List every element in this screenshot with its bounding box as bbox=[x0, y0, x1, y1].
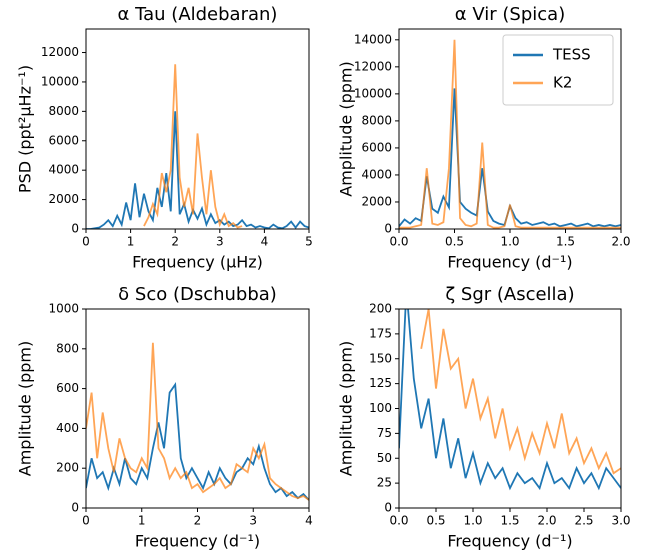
x-tick-label: 1.5 bbox=[556, 235, 575, 249]
legend-label: TESS bbox=[552, 46, 591, 64]
chart-title: α Tau (Aldebaran) bbox=[118, 4, 278, 25]
y-tick-label: 10000 bbox=[354, 86, 392, 100]
x-tick-label: 2 bbox=[194, 514, 202, 528]
y-tick-label: 4000 bbox=[48, 163, 79, 177]
x-tick-label: 1 bbox=[138, 514, 146, 528]
series-line bbox=[420, 309, 621, 475]
y-tick-label: 400 bbox=[56, 421, 79, 435]
y-tick-label: 0 bbox=[384, 501, 392, 515]
x-tick-label: 0.0 bbox=[389, 514, 408, 528]
series-line bbox=[86, 342, 309, 501]
series-line bbox=[86, 111, 309, 229]
y-tick-label: 150 bbox=[369, 351, 392, 365]
x-axis-label: Frequency (μHz) bbox=[132, 253, 263, 272]
series-line bbox=[86, 382, 309, 501]
y-tick-label: 200 bbox=[56, 461, 79, 475]
y-tick-label: 0 bbox=[384, 222, 392, 236]
y-axis-label: Amplitude (ppm) bbox=[16, 341, 35, 476]
y-tick-label: 1000 bbox=[48, 302, 79, 316]
x-tick-label: 1.5 bbox=[500, 514, 519, 528]
y-tick-label: 6000 bbox=[361, 140, 392, 154]
y-tick-label: 0 bbox=[71, 222, 79, 236]
x-tick-label: 4 bbox=[261, 235, 269, 249]
y-tick-label: 600 bbox=[56, 381, 79, 395]
y-tick-label: 800 bbox=[56, 341, 79, 355]
y-tick-label: 8000 bbox=[48, 104, 79, 118]
x-tick-label: 1.0 bbox=[500, 235, 519, 249]
x-tick-label: 3 bbox=[249, 514, 257, 528]
x-tick-label: 3.0 bbox=[611, 514, 630, 528]
series-line bbox=[399, 309, 621, 491]
y-tick-label: 2000 bbox=[361, 194, 392, 208]
x-tick-label: 4 bbox=[305, 514, 313, 528]
y-axis-label: PSD (ppt²μHz⁻¹) bbox=[16, 65, 35, 193]
x-axis-label: Frequency (d⁻¹) bbox=[135, 532, 260, 551]
x-tick-label: 2.0 bbox=[537, 514, 556, 528]
x-tick-label: 5 bbox=[305, 235, 313, 249]
y-tick-label: 200 bbox=[369, 302, 392, 316]
x-tick-label: 0 bbox=[82, 514, 90, 528]
y-tick-label: 12000 bbox=[354, 59, 392, 73]
y-tick-label: 175 bbox=[369, 326, 392, 340]
x-tick-label: 0.5 bbox=[445, 235, 464, 249]
chart-title: ζ Sgr (Ascella) bbox=[445, 284, 574, 305]
chart-title: δ Sco (Dschubba) bbox=[118, 284, 277, 305]
y-axis-label: Amplitude (ppm) bbox=[337, 61, 356, 196]
plot-frame bbox=[85, 28, 310, 230]
chart-title: α Vir (Spica) bbox=[455, 4, 565, 25]
y-axis-label: Amplitude (ppm) bbox=[337, 341, 356, 476]
x-tick-label: 0.0 bbox=[389, 235, 408, 249]
x-tick-label: 2 bbox=[171, 235, 179, 249]
y-tick-label: 75 bbox=[377, 426, 392, 440]
x-tick-label: 2.5 bbox=[574, 514, 593, 528]
y-tick-label: 8000 bbox=[361, 113, 392, 127]
y-tick-label: 4000 bbox=[361, 167, 392, 181]
x-tick-label: 0.5 bbox=[426, 514, 445, 528]
x-tick-label: 1 bbox=[127, 235, 135, 249]
y-tick-label: 25 bbox=[377, 476, 392, 490]
x-tick-label: 2.0 bbox=[611, 235, 630, 249]
y-tick-label: 2000 bbox=[48, 192, 79, 206]
series-line bbox=[143, 64, 243, 229]
y-tick-label: 10000 bbox=[41, 74, 79, 88]
legend-box bbox=[502, 34, 614, 106]
y-tick-label: 0 bbox=[71, 501, 79, 515]
legend-label: K2 bbox=[553, 74, 572, 92]
x-tick-label: 1.0 bbox=[463, 514, 482, 528]
x-axis-label: Frequency (d⁻¹) bbox=[447, 532, 572, 551]
y-tick-label: 6000 bbox=[48, 133, 79, 147]
x-axis-label: Frequency (d⁻¹) bbox=[447, 253, 572, 272]
x-tick-label: 0 bbox=[82, 235, 90, 249]
y-tick-label: 100 bbox=[369, 401, 392, 415]
y-tick-label: 50 bbox=[377, 451, 392, 465]
y-tick-label: 14000 bbox=[354, 32, 392, 46]
x-tick-label: 3 bbox=[216, 235, 224, 249]
y-tick-label: 12000 bbox=[41, 45, 79, 59]
y-tick-label: 125 bbox=[369, 376, 392, 390]
series-line bbox=[399, 39, 621, 229]
